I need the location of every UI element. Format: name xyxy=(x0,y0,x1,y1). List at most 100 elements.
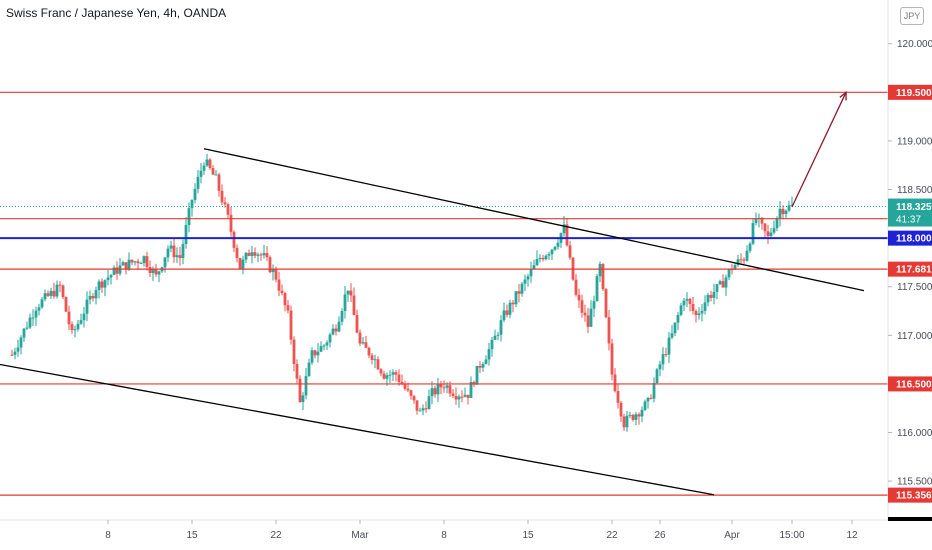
candle-body xyxy=(121,262,125,266)
candle-body xyxy=(37,307,41,311)
candle-body xyxy=(511,302,515,305)
candle-body xyxy=(412,395,416,401)
candle-body xyxy=(313,350,317,356)
candle-body xyxy=(181,243,185,259)
candle-body xyxy=(490,339,494,350)
candle-body xyxy=(325,342,329,346)
candle-body xyxy=(568,245,572,258)
candle-body xyxy=(286,305,290,311)
candle-body xyxy=(220,190,224,203)
candle-body xyxy=(643,401,647,410)
trendline[interactable] xyxy=(0,363,715,496)
candle-body xyxy=(541,257,545,260)
candle-body xyxy=(715,284,719,292)
candle-body xyxy=(319,346,323,352)
candle-body xyxy=(16,347,20,352)
trendline[interactable] xyxy=(203,148,865,292)
price-level-label: 116.500 xyxy=(896,379,932,390)
candle-body xyxy=(76,323,80,330)
candle-body xyxy=(517,291,521,294)
trendlines xyxy=(0,148,865,496)
candle-body xyxy=(610,343,614,375)
candle-body xyxy=(367,347,371,356)
candle-body xyxy=(250,252,254,256)
candle-body xyxy=(784,210,788,215)
candle-body xyxy=(64,297,68,312)
candle-body xyxy=(616,391,620,403)
candle-body xyxy=(67,311,71,325)
price-tick-label: 115.500 xyxy=(897,477,932,488)
time-tick-label: Apr xyxy=(724,530,740,541)
candle-body xyxy=(481,364,485,368)
candle-body xyxy=(13,351,17,355)
candle-body xyxy=(61,285,65,298)
candle-body xyxy=(262,253,266,256)
candle-body xyxy=(433,388,437,395)
candle-body xyxy=(514,291,518,305)
candle-body xyxy=(202,165,206,171)
candle-body xyxy=(346,290,350,295)
candle-body xyxy=(340,310,344,322)
candle-body xyxy=(49,290,53,296)
price-level-label: 117.681 xyxy=(896,265,932,276)
candle-body xyxy=(259,254,263,256)
plot-area xyxy=(0,90,888,496)
candle-body xyxy=(139,263,143,265)
candle-body xyxy=(526,276,530,280)
candle-body xyxy=(544,255,548,260)
time-tick-label: 8 xyxy=(105,530,111,541)
candle-body xyxy=(556,242,560,247)
price-level-label: 115.356 xyxy=(896,491,932,502)
candle-body xyxy=(607,317,611,344)
candle-body xyxy=(748,243,752,251)
candle-body xyxy=(55,284,59,297)
candle-body xyxy=(460,396,464,398)
candle-body xyxy=(10,354,14,356)
candle-body xyxy=(496,334,500,336)
candle-body xyxy=(595,276,599,302)
candle-body xyxy=(691,303,695,311)
candle-body xyxy=(598,263,602,277)
candle-body xyxy=(655,369,659,384)
candle-body xyxy=(169,245,173,249)
candle-body xyxy=(292,339,296,365)
candle-body xyxy=(718,281,722,285)
candle-body xyxy=(430,388,434,397)
candle-body xyxy=(382,373,386,379)
candle-body xyxy=(709,295,713,298)
candle-body xyxy=(271,269,275,273)
candle-body xyxy=(553,246,557,250)
candle-body xyxy=(307,362,311,377)
currency-badge[interactable]: JPY xyxy=(900,7,924,25)
candle-body xyxy=(70,324,74,331)
candle-body xyxy=(88,295,92,300)
candle-body xyxy=(658,364,662,370)
candle-body xyxy=(58,284,62,286)
price-axis[interactable]: 120.000 119.000 118.500 117.500 117.000 116.0… xyxy=(887,0,932,520)
candle-body xyxy=(463,394,467,397)
time-tick-label: 15 xyxy=(522,530,534,541)
candle-body xyxy=(25,327,29,329)
candle-body xyxy=(637,414,641,417)
candle-body xyxy=(484,359,488,365)
time-axis[interactable]: 8 15 22 Mar 8 15 22 26 Apr 15:00 12 xyxy=(0,517,932,541)
candle-body xyxy=(739,259,743,261)
candle-body xyxy=(706,295,710,303)
price-tick-label: 118.500 xyxy=(897,185,932,196)
candle-body xyxy=(604,289,608,318)
candle-body xyxy=(676,314,680,323)
candle-body xyxy=(625,415,629,428)
candle-body xyxy=(208,159,212,169)
projection-arrow-line[interactable] xyxy=(791,92,847,208)
candle-body xyxy=(583,312,587,316)
candle-body xyxy=(214,174,218,176)
candle-body xyxy=(328,334,332,343)
candle-body xyxy=(193,188,197,200)
candle-body xyxy=(196,176,200,189)
candle-body xyxy=(733,265,737,270)
price-tick-label: 120.000 xyxy=(897,39,932,50)
candle-body xyxy=(418,410,422,412)
candle-body xyxy=(400,381,404,385)
horizontal-levels xyxy=(0,91,888,496)
